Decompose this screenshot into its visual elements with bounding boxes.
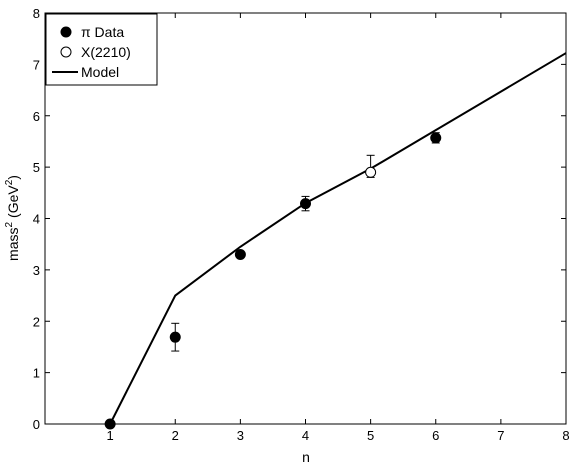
- y-tick-label: 7: [33, 57, 40, 72]
- legend-marker-x2210: [60, 46, 72, 58]
- y-tick-label: 0: [33, 417, 40, 432]
- legend: π Data X(2210) Model: [45, 13, 158, 86]
- model-line: [109, 52, 567, 425]
- pi-data-point: [169, 331, 181, 343]
- legend-label-x2210: X(2210): [81, 44, 131, 60]
- x-tick-label: 6: [432, 428, 439, 443]
- x-tick-label: 5: [367, 428, 374, 443]
- x-tick-label: 1: [107, 428, 114, 443]
- pi-data-point: [300, 198, 311, 210]
- pi-data-point: [104, 418, 116, 430]
- y-axis-label-main: mass: [5, 228, 21, 261]
- legend-label-pi-data: π Data: [81, 24, 124, 40]
- y-axis-label-unit-close: ): [5, 175, 21, 180]
- model-series: [109, 52, 567, 425]
- y-tick-label: 3: [33, 263, 40, 278]
- y-axis-ticks: 0 1 2 3 4 5 6 7 8: [33, 6, 566, 432]
- y-axis-label-unit-open: (GeV: [5, 185, 21, 218]
- x-tick-label: 8: [562, 428, 569, 443]
- x-tick-label: 4: [302, 428, 309, 443]
- y-tick-label: 6: [33, 109, 40, 124]
- y-axis-label-unit-sup: 2: [4, 179, 15, 185]
- data-markers: [104, 132, 442, 430]
- pi-data-point: [430, 132, 442, 144]
- x-tick-label: 7: [497, 428, 504, 443]
- y-tick-label: 4: [33, 212, 40, 227]
- y-tick-label: 8: [33, 6, 40, 21]
- y-axis-label: mass2(GeV2): [4, 175, 21, 261]
- y-tick-label: 5: [33, 160, 40, 175]
- legend-marker-pi-data: [60, 26, 72, 38]
- x-axis-label: n: [302, 449, 310, 465]
- y-tick-label: 2: [33, 314, 40, 329]
- x-tick-label: 3: [237, 428, 244, 443]
- x-tick-label: 2: [172, 428, 179, 443]
- pi-data-point: [234, 248, 246, 260]
- legend-label-model: Model: [81, 64, 119, 80]
- y-axis-label-sup: 2: [4, 222, 15, 228]
- y-tick-label: 1: [33, 366, 40, 381]
- x2210-data-point: [365, 166, 377, 178]
